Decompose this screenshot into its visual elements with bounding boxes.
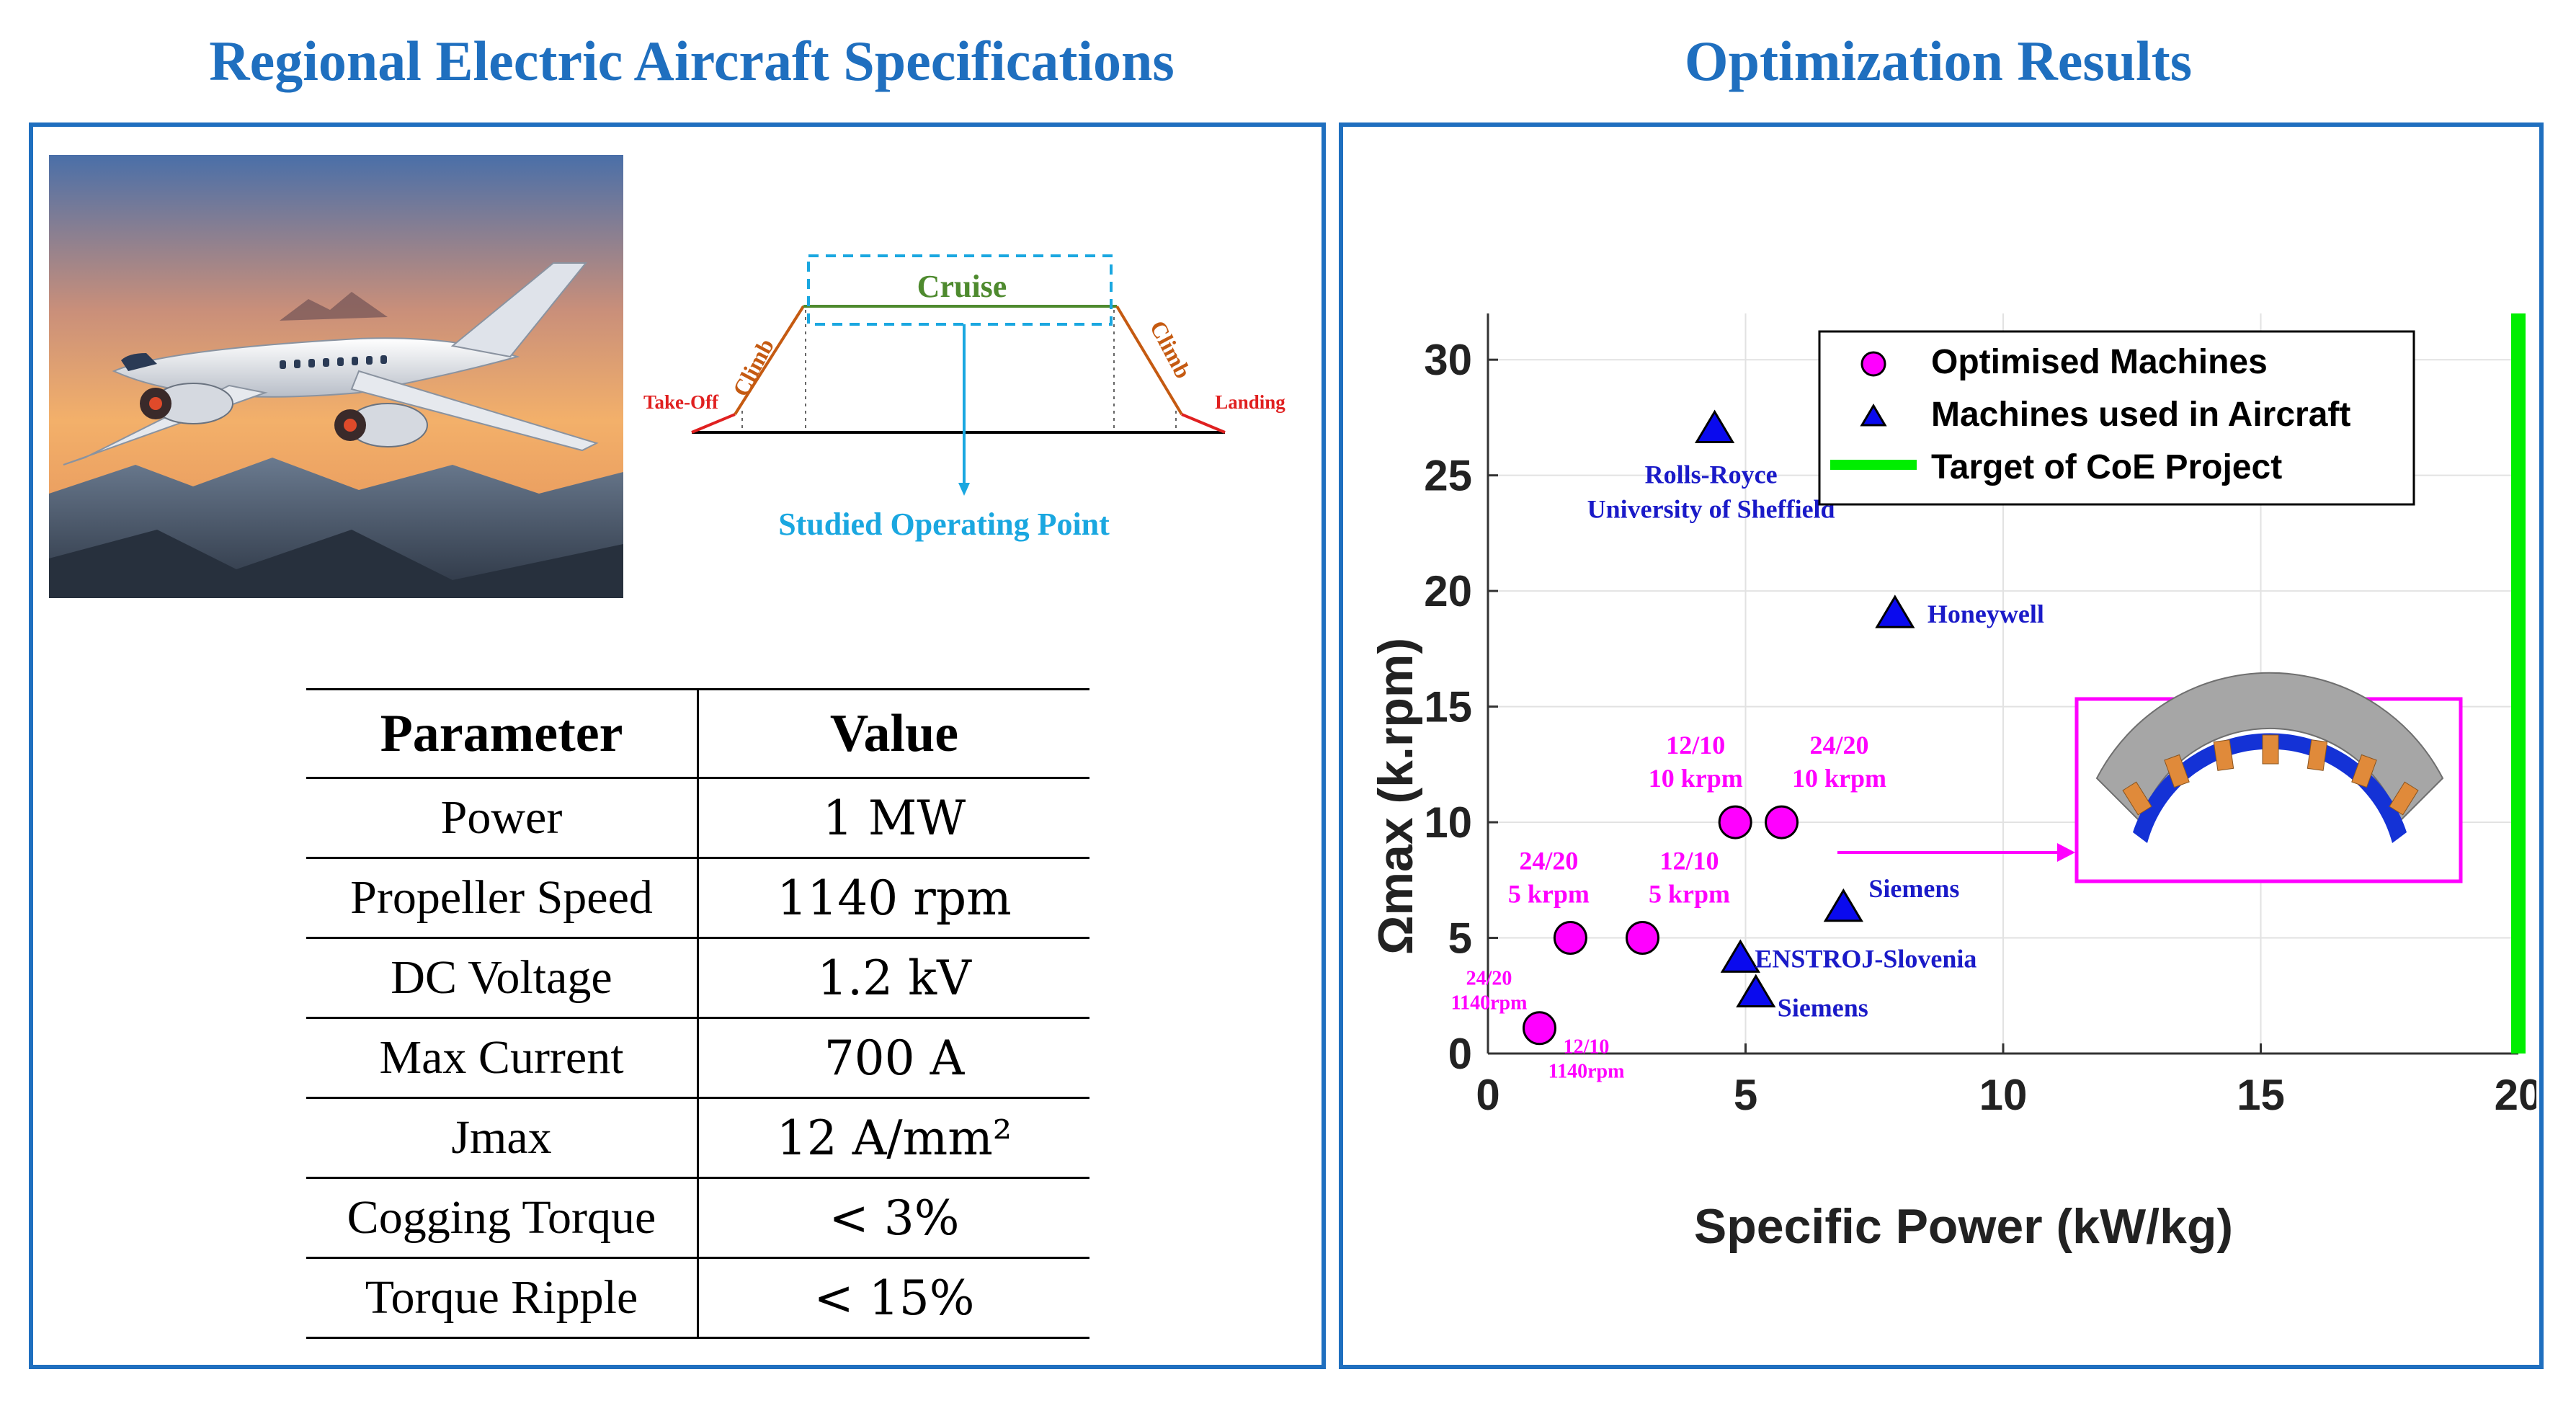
optimised-point-label: 5 krpm	[1508, 880, 1590, 909]
optimised-point-label: 24/20	[1466, 968, 1512, 990]
aircraft-machine-marker	[1736, 974, 1776, 1008]
takeoff-ramp	[691, 413, 736, 434]
param-cell: Power	[306, 778, 699, 859]
value-header: Value	[698, 688, 1089, 779]
table-row: Jmax 12 A/mm²	[306, 1097, 1089, 1179]
table-row: Cogging Torque < 3%	[306, 1177, 1089, 1259]
legend-box	[1818, 330, 2415, 506]
optimised-machine-marker	[1765, 805, 1799, 839]
y-tick-label: 20	[1424, 567, 1472, 615]
climb-right-label: Climb	[1145, 316, 1197, 383]
axes: 0 5 10 15 20 0 5 10 15 20 25 30	[1424, 313, 2536, 1119]
aircraft-point-label: Siemens	[1778, 994, 1868, 1023]
x-tick-label: 10	[1979, 1071, 2028, 1119]
legend-triangle-marker	[1860, 404, 1887, 427]
aircraft-machine-marker	[1694, 409, 1735, 443]
optimised-point-label: 5 krpm	[1649, 880, 1730, 909]
optimised-machine-marker	[1553, 921, 1587, 956]
aircraft-machine-marker	[1875, 594, 1915, 628]
chart-legend: Optimised Machines Machines used in Airc…	[1818, 330, 2415, 506]
table-header-row: Parameter Value	[306, 688, 1089, 779]
cruise-box	[807, 254, 1113, 326]
param-cell: Propeller Speed	[306, 858, 699, 939]
param-cell: Cogging Torque	[306, 1177, 699, 1259]
x-tick-label: 0	[1476, 1071, 1499, 1119]
landing-ramp	[1181, 413, 1226, 434]
climb-right-ramp	[1115, 305, 1183, 416]
optimised-point-label: 24/20	[1519, 847, 1578, 876]
x-tick-label: 15	[2237, 1071, 2285, 1119]
right-heading: Optimization Results	[1684, 30, 2193, 92]
flight-profile-diagram: Cruise Climb Climb Take-Off Landing Stud…	[643, 254, 1285, 542]
value-cell: 700 A	[698, 1017, 1089, 1099]
optimised-machine-marker	[1718, 805, 1752, 839]
optimised-point-label: 10 krpm	[1792, 764, 1886, 793]
value-cell: 1140 rpm	[698, 858, 1089, 939]
x-axis-label: Specific Power (kW/kg)	[1694, 1199, 2233, 1254]
legend-line-marker	[1830, 460, 1917, 470]
aircraft-point-label: Siemens	[1868, 874, 1959, 903]
aircraft-point-label: ENSTROJ-Slovenia	[1755, 944, 1976, 973]
y-tick-label: 5	[1448, 914, 1472, 963]
table-row: Max Current 700 A	[306, 1017, 1089, 1099]
optimised-point-label: 24/20	[1810, 731, 1869, 760]
table-row: Propeller Speed 1140 rpm	[306, 858, 1089, 939]
aircraft-machine-marker	[1823, 888, 1863, 922]
y-tick-label: 15	[1424, 683, 1472, 731]
value-cell: 1.2 kV	[698, 937, 1089, 1019]
param-cell: Jmax	[306, 1097, 699, 1179]
param-cell: Max Current	[306, 1017, 699, 1099]
y-tick-label: 0	[1448, 1030, 1472, 1078]
optimised-point-label: 12/10	[1659, 847, 1719, 876]
optimised-machine-marker	[1626, 921, 1659, 956]
specification-table: Parameter Value Power 1 MW Propeller Spe…	[306, 688, 1089, 1339]
x-tick-label: 20	[2495, 1071, 2536, 1119]
left-heading: Regional Electric Aircraft Specification…	[209, 30, 1175, 92]
table-row: DC Voltage 1.2 kV	[306, 937, 1089, 1019]
optimised-point-label: 12/10	[1564, 1036, 1610, 1059]
x-tick-label: 5	[1734, 1071, 1757, 1119]
y-tick-label: 25	[1424, 452, 1472, 500]
aircraft-machine-marker	[1720, 939, 1760, 973]
takeoff-label: Take-Off	[643, 391, 719, 413]
aircraft-point-label: Rolls-Royce	[1645, 460, 1778, 489]
markers	[1523, 409, 1915, 1046]
y-tick-label: 30	[1424, 336, 1472, 384]
climb-left-label: Climb	[727, 334, 779, 401]
legend-label-optimised: Optimised Machines	[1931, 343, 2268, 381]
param-cell: Torque Ripple	[306, 1257, 699, 1339]
legend-circle-marker	[1860, 351, 1886, 377]
value-cell: 1 MW	[698, 778, 1089, 859]
y-axis-label: Ωmax (k.rpm)	[1368, 638, 1423, 955]
climb-left-ramp	[734, 305, 805, 416]
optimised-point-label: 12/10	[1666, 731, 1725, 760]
aircraft-image	[49, 155, 623, 598]
optimised-machine-marker	[1523, 1011, 1556, 1046]
parameter-header: Parameter	[306, 688, 699, 779]
optimised-point-label: 10 krpm	[1649, 764, 1743, 793]
machine-cross-section-inset	[1837, 672, 2463, 883]
landing-label: Landing	[1215, 391, 1285, 413]
param-cell: DC Voltage	[306, 937, 699, 1019]
table-row: Torque Ripple < 15%	[306, 1257, 1089, 1339]
value-cell: < 15%	[698, 1257, 1089, 1339]
aircraft-point-label: Honeywell	[1927, 600, 2044, 628]
aircraft-point-label: University of Sheffield	[1587, 494, 1835, 523]
table-row: Power 1 MW	[306, 778, 1089, 859]
y-tick-label: 10	[1424, 798, 1472, 847]
studied-point-label: Studied Operating Point	[778, 507, 1110, 542]
optimised-point-label: 1140rpm	[1548, 1061, 1625, 1083]
legend-label-target: Target of CoE Project	[1931, 448, 2282, 486]
value-cell: < 3%	[698, 1177, 1089, 1259]
cruise-label: Cruise	[917, 269, 1007, 304]
legend-label-aircraft: Machines used in Aircraft	[1931, 396, 2350, 434]
optimised-point-label: 1140rpm	[1451, 992, 1528, 1015]
value-cell: 12 A/mm²	[698, 1097, 1089, 1179]
